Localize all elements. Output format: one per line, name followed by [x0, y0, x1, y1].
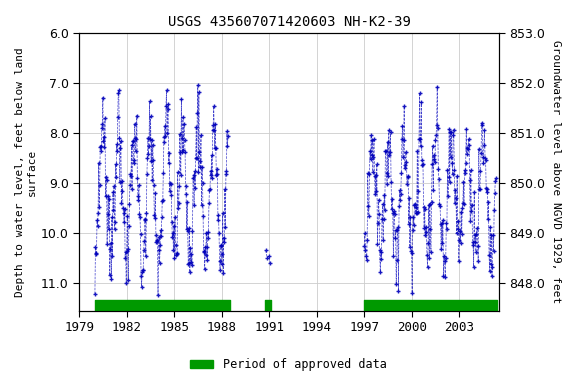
Y-axis label: Depth to water level, feet below land
surface: Depth to water level, feet below land su… — [15, 47, 37, 297]
Y-axis label: Groundwater level above NGVD 1929, feet: Groundwater level above NGVD 1929, feet — [551, 40, 561, 304]
Title: USGS 435607071420603 NH-K2-39: USGS 435607071420603 NH-K2-39 — [168, 15, 411, 29]
Legend: Period of approved data: Period of approved data — [185, 354, 391, 376]
